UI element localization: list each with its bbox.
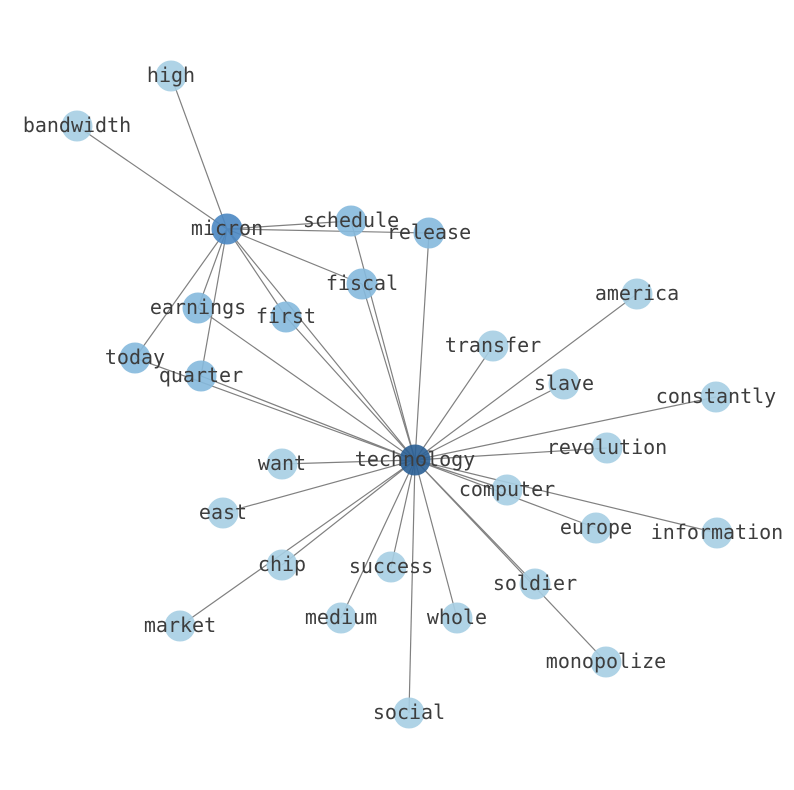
node-want[interactable]	[266, 448, 298, 480]
node-label-fiscal: fiscal	[326, 271, 398, 295]
nodes	[61, 60, 733, 729]
edge-technology-want	[281, 459, 416, 465]
node-label-soldier: soldier	[493, 571, 577, 595]
edge-technology-monopolize	[414, 459, 607, 663]
edge-technology-medium	[340, 459, 416, 619]
edge-micron-technology	[226, 228, 416, 461]
edge-micron-schedule	[226, 220, 352, 230]
node-label-constantly: constantly	[656, 384, 776, 408]
node-earnings[interactable]	[182, 292, 214, 324]
edge-technology-release	[414, 232, 430, 461]
edge-technology-transfer	[414, 345, 494, 461]
node-label-high: high	[147, 63, 195, 87]
node-label-revolution: revolution	[547, 435, 667, 459]
labels: technology micron high bandwidth schedulerel…	[23, 63, 783, 724]
edge-technology-first	[285, 316, 416, 461]
edge-technology-computer	[414, 459, 508, 491]
node-label-success: success	[349, 554, 433, 578]
node-label-earnings: earnings	[150, 295, 246, 319]
edge-technology-information	[414, 459, 718, 534]
node-label-first: first	[256, 304, 316, 328]
node-label-micron: micron	[191, 216, 263, 240]
node-label-information: information	[651, 520, 783, 544]
edge-technology-america	[414, 293, 638, 461]
node-label-whole: whole	[427, 605, 487, 629]
edge-technology-schedule	[350, 220, 416, 461]
node-label-schedule: schedule	[303, 208, 399, 232]
node-label-today: today	[105, 345, 165, 369]
node-monopolize[interactable]	[590, 646, 622, 678]
edge-technology-social	[408, 459, 416, 714]
node-today[interactable]	[119, 342, 151, 374]
node-information[interactable]	[701, 517, 733, 549]
node-label-release: release	[387, 220, 471, 244]
node-whole[interactable]	[441, 602, 473, 634]
node-label-monopolize: monopolize	[546, 649, 666, 673]
node-quarter[interactable]	[185, 360, 217, 392]
edge-micron-fiscal	[226, 228, 363, 285]
node-label-bandwidth: bandwidth	[23, 113, 131, 137]
edge-micron-release	[226, 228, 430, 234]
node-chip[interactable]	[266, 549, 298, 581]
edge-technology-slave	[414, 383, 565, 461]
edge-micron-bandwidth	[76, 125, 228, 230]
node-revolution[interactable]	[591, 432, 623, 464]
edge-technology-today	[134, 357, 416, 461]
node-market[interactable]	[164, 610, 196, 642]
edge-technology-earnings	[197, 307, 416, 461]
node-label-technology: technology	[355, 447, 475, 471]
node-label-medium: medium	[305, 605, 377, 629]
node-label-europe: europe	[560, 515, 632, 539]
node-first[interactable]	[270, 301, 302, 333]
edge-technology-whole	[414, 459, 458, 619]
node-transfer[interactable]	[477, 330, 509, 362]
node-bandwidth[interactable]	[61, 110, 93, 142]
node-social[interactable]	[393, 697, 425, 729]
node-label-computer: computer	[459, 477, 555, 501]
node-computer[interactable]	[491, 474, 523, 506]
node-micron[interactable]	[211, 213, 243, 245]
node-soldier[interactable]	[519, 568, 551, 600]
node-label-want: want	[258, 451, 306, 475]
node-schedule[interactable]	[335, 205, 367, 237]
edge-micron-first	[226, 228, 287, 318]
edge-technology-revolution	[414, 447, 608, 461]
node-medium[interactable]	[325, 602, 357, 634]
node-fiscal[interactable]	[346, 268, 378, 300]
node-label-slave: slave	[534, 371, 594, 395]
node-success[interactable]	[375, 551, 407, 583]
node-constantly[interactable]	[700, 381, 732, 413]
node-europe[interactable]	[580, 512, 612, 544]
node-label-america: america	[595, 281, 679, 305]
edge-technology-success	[390, 459, 416, 568]
node-label-quarter: quarter	[159, 363, 243, 387]
edge-technology-constantly	[414, 396, 717, 461]
edge-technology-market	[179, 459, 416, 627]
edge-technology-chip	[281, 459, 416, 566]
node-release[interactable]	[413, 217, 445, 249]
node-label-market: market	[144, 613, 216, 637]
edge-micron-high	[170, 75, 228, 230]
node-label-social: social	[373, 700, 445, 724]
edge-micron-quarter	[200, 228, 228, 377]
node-east[interactable]	[207, 497, 239, 529]
node-label-transfer: transfer	[445, 333, 541, 357]
edge-technology-quarter	[200, 375, 416, 461]
node-label-chip: chip	[258, 552, 306, 576]
node-high[interactable]	[155, 60, 187, 92]
edge-technology-east	[222, 459, 416, 514]
node-technology[interactable]	[399, 444, 431, 476]
edge-micron-today	[134, 228, 228, 359]
node-america[interactable]	[621, 278, 653, 310]
edge-technology-fiscal	[361, 283, 416, 461]
node-label-east: east	[199, 500, 247, 524]
node-slave[interactable]	[548, 368, 580, 400]
